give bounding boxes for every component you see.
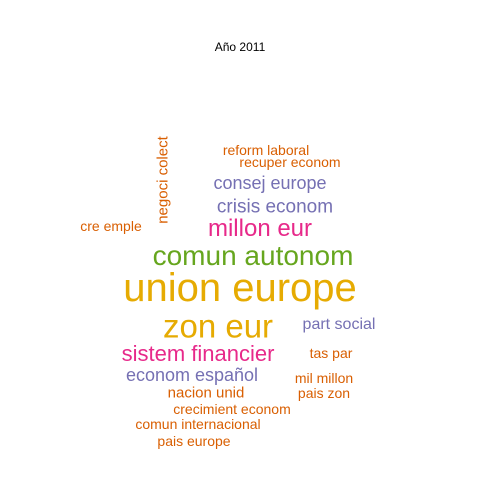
word-econom-espanol: econom español (125, 365, 259, 385)
word-recuper-econom: recuper econom (239, 154, 341, 170)
word-tas-par: tas par (309, 345, 353, 361)
word-negoci-colect: negoci colect (154, 136, 172, 224)
word-crecimient-econom: crecimient econom (173, 401, 291, 417)
word-pais-zon: pais zon (297, 385, 351, 401)
word-sistem-financier: sistem financier (121, 341, 275, 366)
word-union-europe: union europe (123, 266, 357, 310)
word-nacion-unid: nacion unid (167, 384, 245, 402)
word-cre-emple: cre emple (80, 218, 142, 234)
word-mil-millon: mil millon (294, 370, 354, 386)
word-pais-europe: pais europe (157, 433, 231, 449)
word-millon-eur: millon eur (207, 215, 313, 242)
word-reform-laboral: reform laboral (222, 142, 310, 158)
word-comun-autonom: comun autonom (152, 240, 354, 271)
word-crisis-econom: crisis econom (216, 196, 334, 218)
word-comun-internacional: comun internacional (135, 416, 261, 432)
word-zon-eur: zon eur (162, 307, 274, 345)
word-consej-europe: consej europe (213, 173, 327, 193)
word-part-social: part social (302, 316, 376, 333)
chart-title: Año 2011 (214, 40, 266, 54)
